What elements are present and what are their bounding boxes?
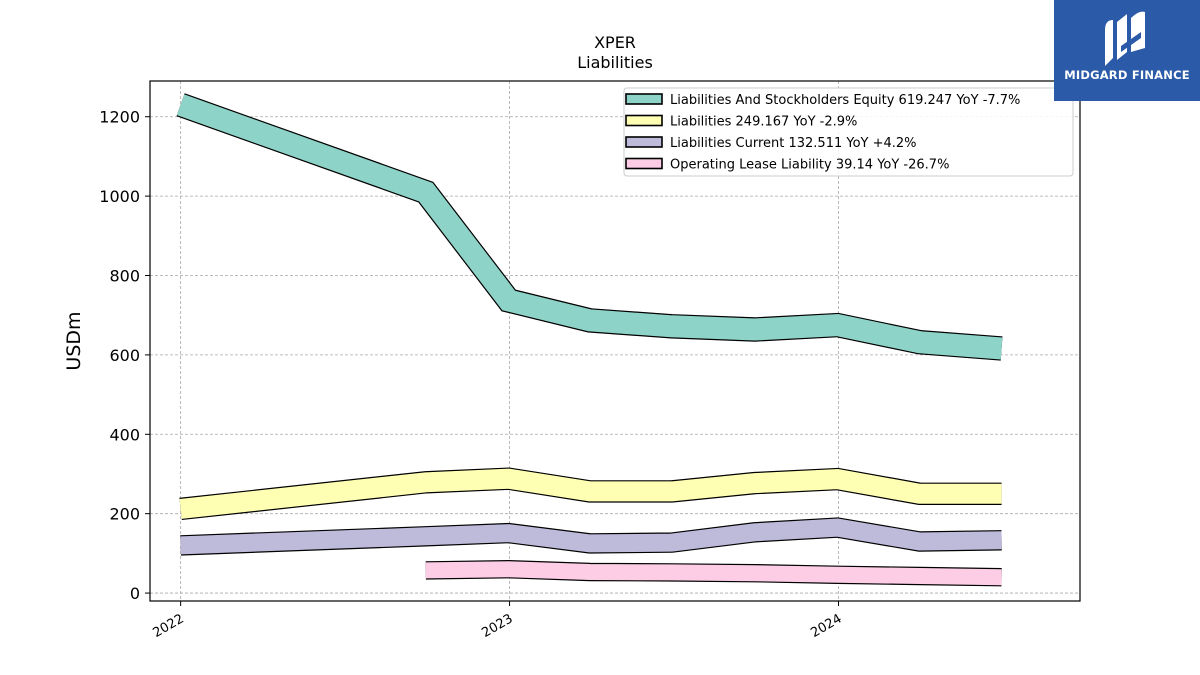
legend: Liabilities And Stockholders Equity 619.… xyxy=(623,87,1074,177)
brand-logo: MIDGARD FINANCE xyxy=(1054,0,1200,101)
legend-swatch xyxy=(625,114,663,127)
series-line-3 xyxy=(425,561,1002,586)
legend-label: Operating Lease Liability 39.14 YoY -26.… xyxy=(670,158,949,173)
series-line-1 xyxy=(179,468,1002,519)
y-tick-label: 400 xyxy=(109,425,140,444)
y-axis: 0 200 400 600 800 1000 1200 xyxy=(99,108,150,603)
chart-title: XPER xyxy=(594,33,636,52)
x-tick-label: 2024 xyxy=(808,611,844,641)
legend-swatch xyxy=(625,157,663,170)
y-tick-label: 0 xyxy=(130,584,140,603)
y-tick-label: 800 xyxy=(109,267,140,286)
legend-label: Liabilities 249.167 YoY -2.9% xyxy=(670,115,857,130)
y-tick-label: 1000 xyxy=(99,187,140,206)
y-tick-label: 1200 xyxy=(99,108,140,127)
series-line-2 xyxy=(180,518,1002,555)
y-tick-label: 200 xyxy=(109,505,140,524)
brand-name: MIDGARD FINANCE xyxy=(1064,68,1190,82)
x-axis: 2022 2023 2024 xyxy=(150,601,844,641)
plot-frame xyxy=(149,80,1081,602)
y-axis-label: USDm xyxy=(63,311,85,370)
legend-label: Liabilities And Stockholders Equity 619.… xyxy=(670,93,1020,108)
legend-swatch xyxy=(625,136,663,148)
y-tick-label: 600 xyxy=(109,346,140,365)
midgard-logo-icon xyxy=(1105,11,1145,66)
legend-label: Liabilities Current 132.511 YoY +4.2% xyxy=(670,136,917,151)
legend-box xyxy=(623,87,1074,177)
legend-swatch xyxy=(625,93,663,105)
series-line-0 xyxy=(176,94,1003,360)
series-lines xyxy=(176,93,1003,587)
x-tick-label: 2022 xyxy=(150,611,186,641)
x-tick-label: 2023 xyxy=(479,611,515,641)
chart-subtitle: Liabilities xyxy=(577,53,653,72)
